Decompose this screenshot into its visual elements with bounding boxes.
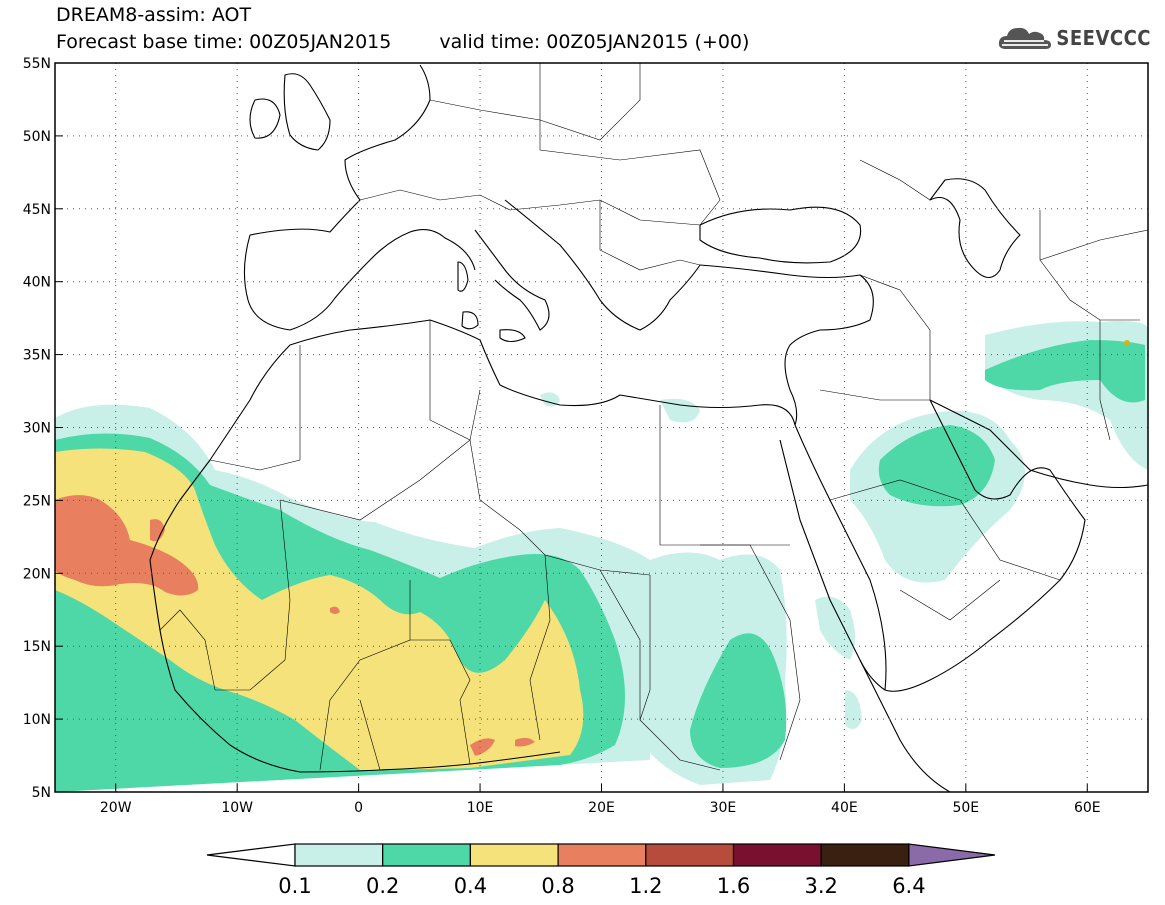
- lon-label: 30E: [710, 800, 737, 816]
- lon-label: 10E: [467, 800, 494, 816]
- coastlines: [149, 64, 1148, 792]
- aot-level-0.8: [55, 495, 535, 756]
- lon-label: 20E: [588, 800, 615, 816]
- axis-ticks: [55, 62, 1088, 793]
- aot-contours: [55, 63, 1148, 792]
- colorbar-label: 1.6: [717, 874, 750, 898]
- valid-time: valid time: 00Z05JAN2015 (+00): [439, 31, 750, 53]
- colorbar-label: 0.4: [454, 874, 487, 898]
- lat-label: 10N: [23, 712, 51, 728]
- colorbar-box: [469, 843, 559, 867]
- lat-label: 50N: [23, 129, 51, 145]
- colorbar-label: 1.2: [629, 874, 662, 898]
- colorbar-box: [645, 843, 735, 867]
- colorbar-high-arrow: [908, 843, 996, 867]
- colorbar-box: [557, 843, 647, 867]
- graticule: [55, 63, 1148, 792]
- colorbar-label: 0.1: [278, 874, 311, 898]
- latitude-labels: 55N 50N 45N 40N 35N 30N 25N 20N 15N 10N 5N: [23, 56, 51, 801]
- lat-label: 20N: [23, 566, 51, 582]
- colorbar-low-arrow: [206, 843, 296, 867]
- lat-label: 40N: [23, 275, 51, 291]
- lon-label: 50E: [952, 800, 979, 816]
- lat-label: 5N: [32, 785, 51, 801]
- lat-label: 35N: [23, 348, 51, 364]
- logo-text: SEEVCCC: [1056, 26, 1151, 50]
- longitude-labels: 20W 10W 0 10E 20E 30E 40E 50E 60E: [100, 800, 1101, 816]
- aot-level-high-spot: [1124, 340, 1130, 346]
- lon-label: 0: [354, 800, 363, 816]
- colorbar-label: 3.2: [804, 874, 837, 898]
- colorbar-box: [732, 843, 822, 867]
- lat-label: 15N: [23, 639, 51, 655]
- lon-label: 20W: [100, 800, 132, 816]
- lat-label: 45N: [23, 202, 51, 218]
- country-borders: [159, 63, 1148, 771]
- map-time-line: Forecast base time: 00Z05JAN2015 valid ti…: [56, 31, 749, 53]
- lon-label: 10W: [221, 800, 253, 816]
- lat-label: 30N: [23, 421, 51, 437]
- lat-label: 55N: [23, 56, 51, 72]
- lat-label: 25N: [23, 493, 51, 509]
- colorbar-label: 0.8: [541, 874, 574, 898]
- lon-label: 40E: [831, 800, 858, 816]
- colorbar-box: [820, 843, 910, 867]
- colorbar-box: [382, 843, 472, 867]
- colorbar-label: 0.2: [366, 874, 399, 898]
- cloud-logo-icon: [999, 27, 1052, 49]
- lon-label: 60E: [1074, 800, 1101, 816]
- map-title: DREAM8-assim: AOT: [56, 4, 252, 26]
- base-time: Forecast base time: 00Z05JAN2015: [56, 31, 392, 53]
- aot-level-0.4: [55, 448, 584, 770]
- colorbar-box: [294, 843, 384, 867]
- colorbar-label: 6.4: [892, 874, 925, 898]
- seevccc-logo: SEEVCCC: [998, 22, 1151, 54]
